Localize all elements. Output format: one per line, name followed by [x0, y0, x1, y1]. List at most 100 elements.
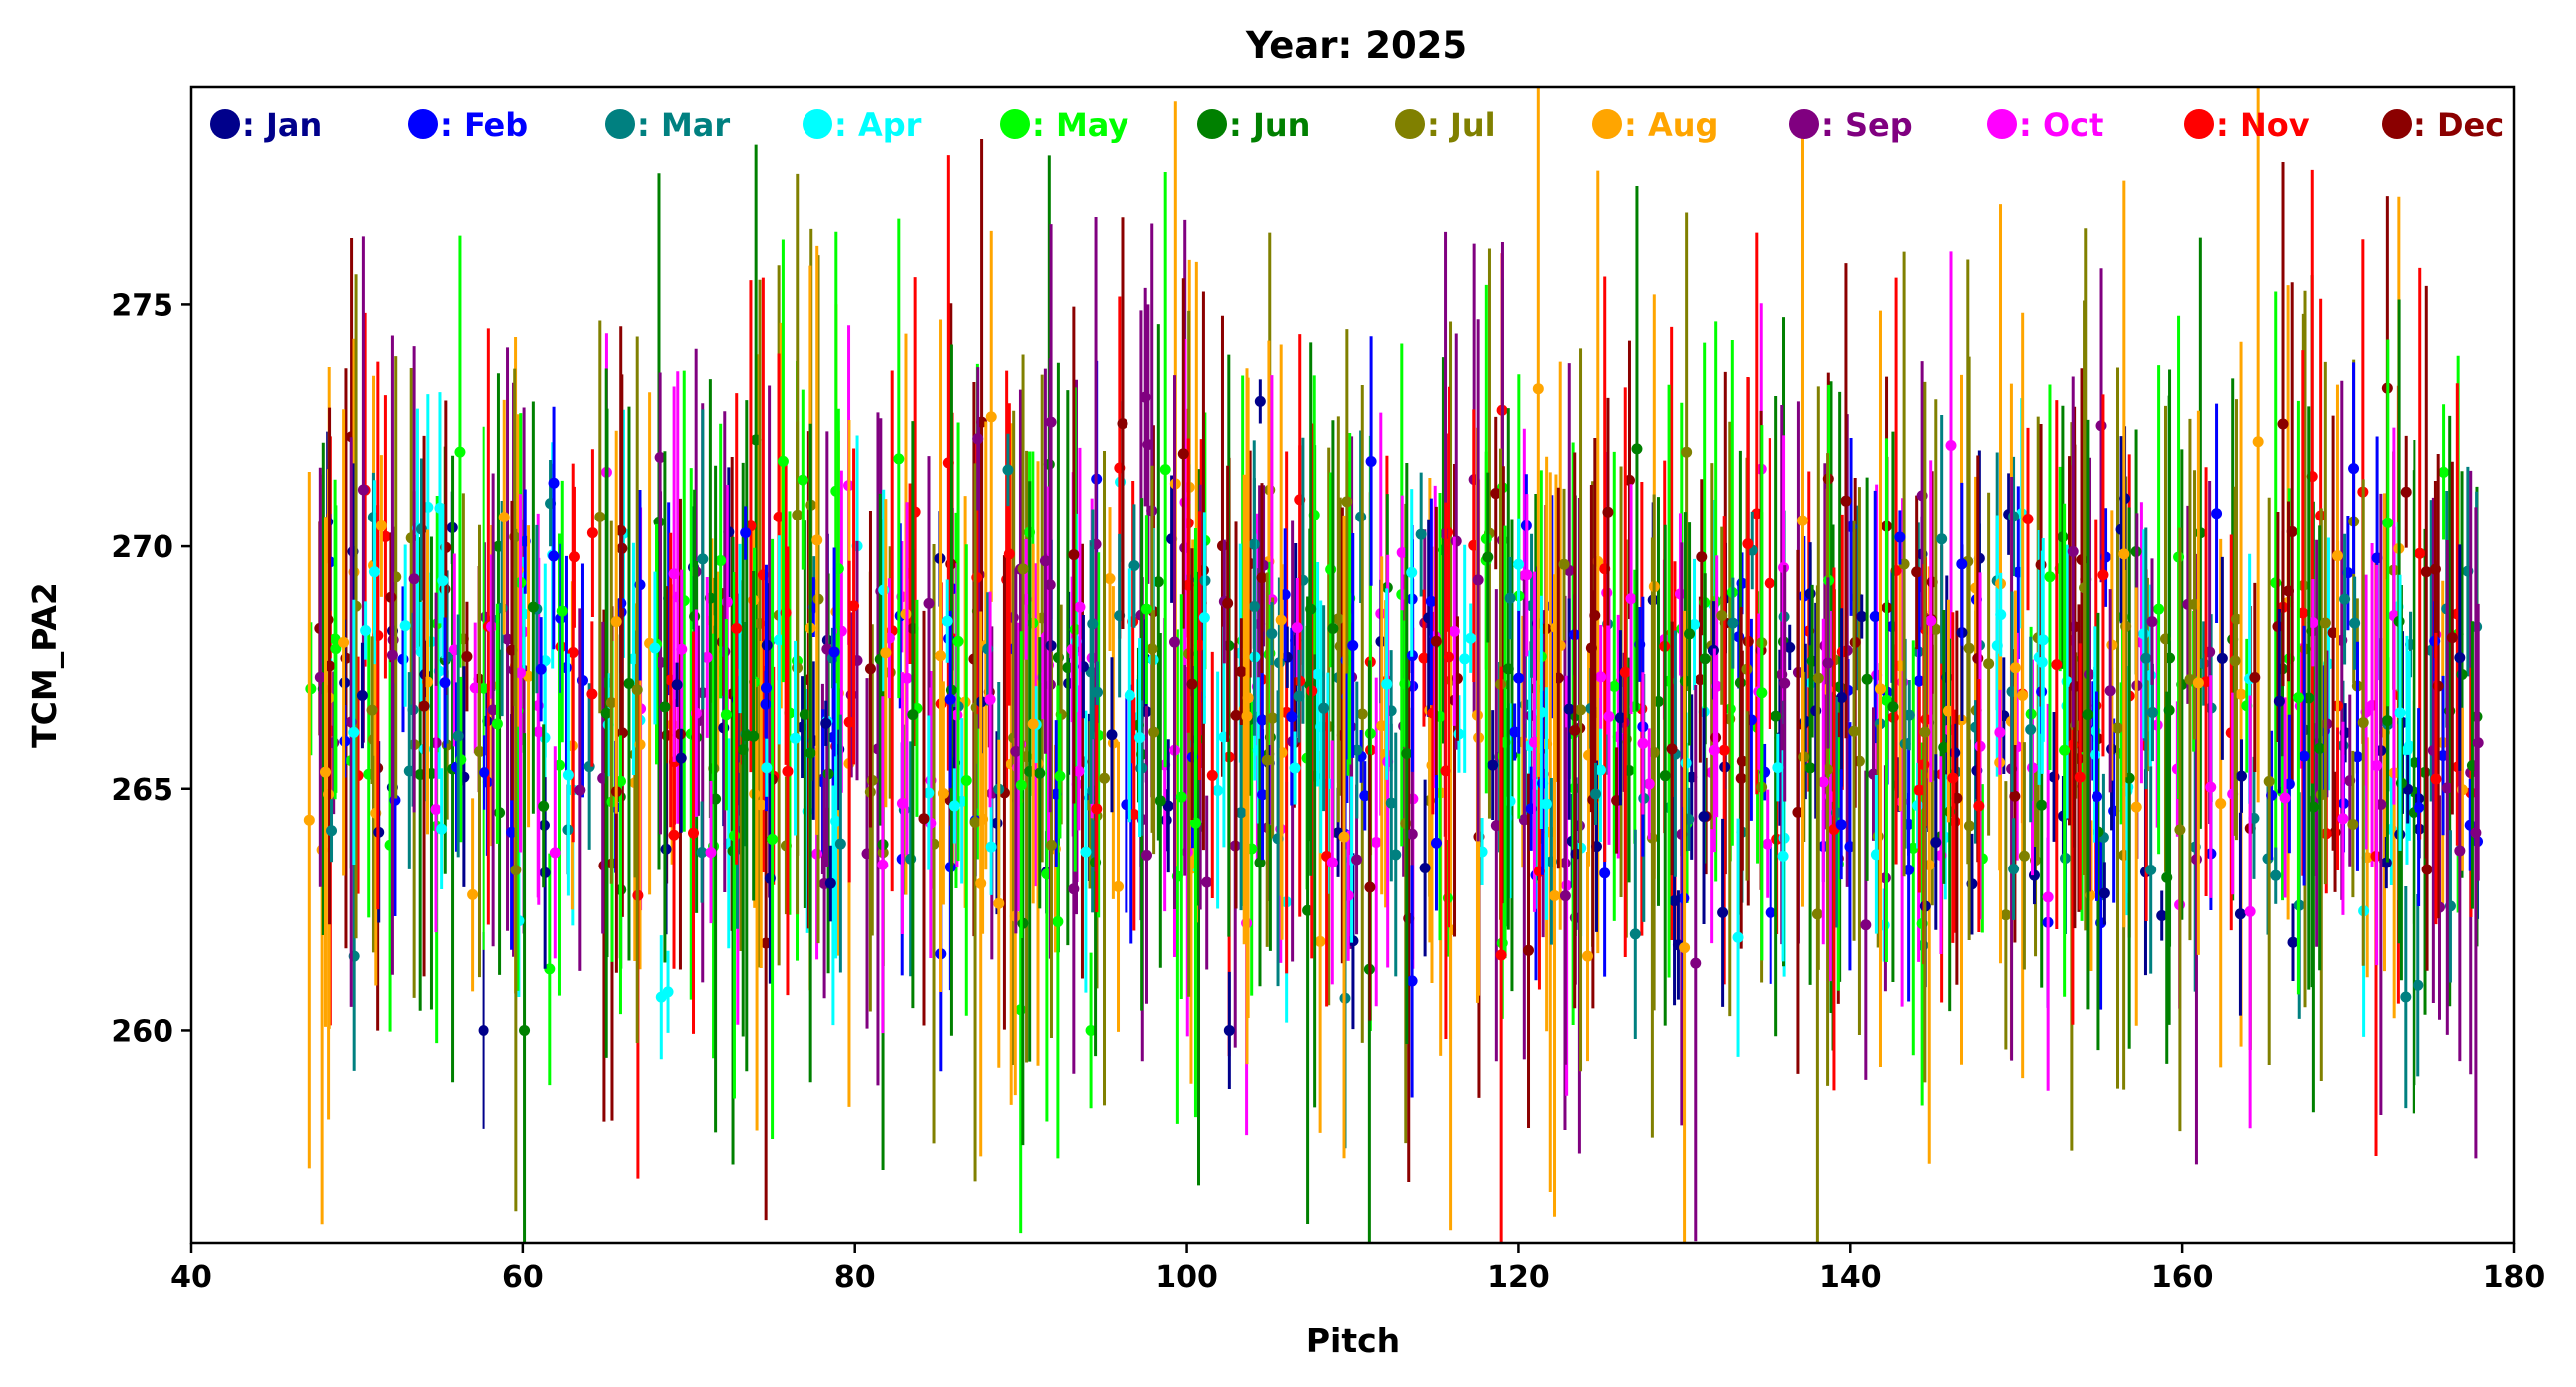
data-point-jan: [478, 1024, 489, 1036]
data-point-feb: [1765, 906, 1776, 918]
data-point-apr: [1212, 785, 1224, 797]
data-point-jun: [2057, 531, 2069, 543]
data-point-apr: [1912, 800, 1924, 812]
data-point-aug: [1314, 935, 1326, 947]
x-tick-label: 40: [170, 1260, 212, 1295]
data-point-oct: [676, 643, 688, 655]
data-point-jan: [764, 872, 776, 884]
data-point-jan: [1419, 863, 1431, 874]
data-point-jun: [737, 744, 749, 756]
y-axis: 260 265 270 275: [111, 288, 191, 1049]
data-point-feb: [2092, 791, 2103, 803]
data-point-mar: [2400, 991, 2412, 1003]
data-point-oct: [668, 568, 680, 580]
data-point-jun: [538, 800, 550, 812]
x-tick-label: 60: [502, 1260, 544, 1295]
data-point-mar: [1504, 592, 1516, 604]
data-point-jul: [1356, 708, 1368, 720]
data-point-mar: [2025, 723, 2037, 735]
data-point-apr: [1689, 618, 1701, 630]
data-point-nov: [567, 646, 579, 658]
data-point-dec: [1222, 597, 1234, 609]
legend-marker-jun: [1197, 109, 1227, 139]
data-point-jul: [594, 511, 606, 522]
data-point-jun: [1938, 741, 1950, 753]
data-point-may: [767, 833, 779, 845]
data-point-mar: [1590, 788, 1602, 800]
data-point-may: [952, 635, 964, 647]
data-point-sep: [1169, 636, 1181, 648]
data-point-sep: [2454, 845, 2466, 857]
data-point-jan: [671, 679, 683, 691]
data-point-mar: [1128, 560, 1140, 572]
data-point-nov: [2297, 607, 2309, 619]
data-point-apr: [948, 800, 960, 812]
data-point-sep: [2084, 669, 2095, 681]
data-point-nov: [1619, 666, 1631, 678]
data-point-dec: [1972, 652, 1984, 664]
data-point-jul: [2120, 620, 2132, 632]
data-point-jan: [2216, 652, 2228, 664]
data-point-feb: [1913, 675, 1925, 687]
y-tick-label: 260: [111, 1014, 173, 1049]
data-point-may: [2382, 517, 2394, 528]
data-point-may: [544, 963, 556, 975]
legend-label-may: : May: [1032, 106, 1128, 144]
data-point-oct: [1291, 622, 1303, 634]
data-point-dec: [2327, 627, 2339, 639]
data-point-jan: [1614, 712, 1626, 724]
data-point-jan: [1698, 811, 1710, 823]
data-point-nov: [1091, 803, 1103, 815]
data-point-feb: [1513, 672, 1525, 684]
data-point-apr: [985, 841, 997, 853]
data-point-mar: [1087, 618, 1099, 630]
data-point-oct: [1643, 778, 1655, 790]
data-point-sep: [2321, 718, 2333, 730]
data-point-sep: [2441, 782, 2453, 794]
data-point-dec: [1068, 549, 1080, 561]
data-point-aug: [1582, 950, 1594, 962]
data-point-dec: [1430, 635, 1442, 647]
data-point-nov: [1718, 744, 1730, 756]
data-point-jul: [1099, 772, 1111, 784]
data-point-feb: [1835, 819, 1847, 831]
data-point-mar: [452, 730, 464, 742]
data-point-may: [2044, 571, 2056, 583]
data-point-apr: [348, 726, 360, 738]
legend-marker-may: [1000, 109, 1030, 139]
data-point-dec: [1666, 743, 1678, 755]
data-point-jul: [2319, 617, 2331, 629]
data-point-jan: [820, 717, 832, 729]
data-point-jul: [866, 774, 878, 786]
data-point-aug: [2252, 436, 2264, 448]
data-point-jun: [1804, 762, 1816, 774]
data-point-oct: [1521, 569, 1533, 581]
data-point-oct: [486, 621, 498, 633]
data-point-feb: [740, 527, 752, 539]
data-point-jan: [2287, 936, 2299, 948]
data-point-jan: [1784, 641, 1796, 653]
data-point-jun: [1401, 747, 1413, 759]
data-point-apr: [437, 575, 449, 587]
data-point-dec: [1256, 572, 1268, 584]
data-point-may: [2059, 744, 2071, 756]
data-point-dec: [1736, 755, 1748, 767]
data-point-may: [1608, 680, 1620, 692]
data-point-aug: [338, 636, 350, 648]
data-point-nov: [2415, 547, 2426, 559]
data-point-jan: [1160, 814, 1172, 826]
data-point-feb: [397, 653, 409, 665]
data-point-aug: [610, 616, 622, 628]
data-point-jan: [675, 752, 687, 764]
data-point-dec: [2009, 790, 2021, 802]
data-point-jun: [1154, 795, 1166, 807]
data-point-apr: [1594, 764, 1606, 776]
data-point-feb: [1894, 531, 1906, 543]
data-point-mar: [697, 553, 709, 565]
data-point-oct: [533, 726, 545, 738]
data-point-apr: [649, 642, 661, 654]
data-point-aug: [1242, 692, 1254, 704]
data-point-aug: [1532, 383, 1544, 395]
data-point-nov: [1742, 538, 1754, 550]
